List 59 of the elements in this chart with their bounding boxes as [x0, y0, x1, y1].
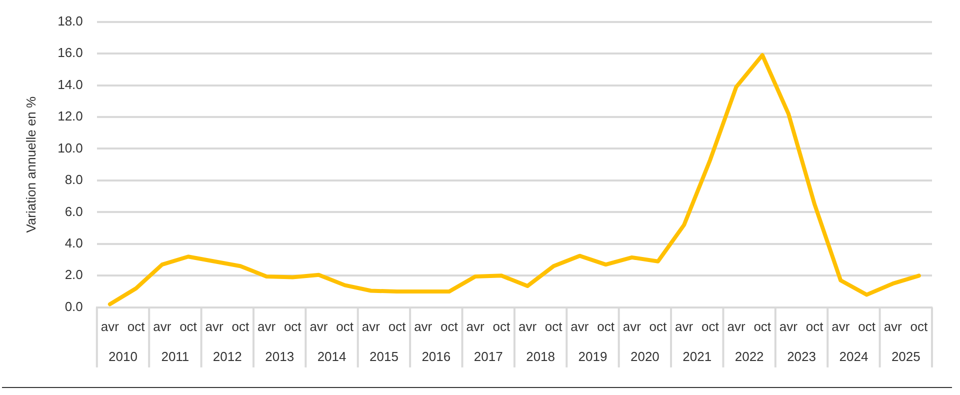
x-tick-label: avr	[362, 318, 381, 334]
x-tick-label: avr	[518, 318, 538, 334]
text: 2013	[265, 348, 294, 364]
y-tick-label: 0.0	[64, 298, 83, 314]
text: 2010	[108, 348, 138, 364]
x-tick-label: avr	[622, 318, 642, 334]
text: 2011	[161, 348, 190, 364]
y-tick-label: 16.0	[58, 45, 83, 60]
text: 2022	[734, 348, 764, 364]
x-tick-label: oct	[858, 318, 876, 334]
y-tick-label: 4.0	[64, 236, 83, 251]
x-tick-label: oct	[180, 318, 198, 334]
x-tick-label: oct	[232, 318, 250, 334]
text: 2019	[578, 348, 608, 364]
x-tick-label: avr	[779, 318, 798, 334]
x-tick-label: oct	[597, 318, 615, 334]
x-tick-label: avr	[310, 318, 328, 334]
text: 2015	[370, 348, 398, 364]
x-tick-label: avr	[570, 318, 590, 334]
text: 2014	[317, 348, 346, 364]
y-tick-label: 6.0	[64, 204, 83, 219]
y-tick-label: 18.0	[58, 13, 83, 28]
x-tick-label: avr	[414, 318, 433, 334]
text: 2020	[630, 348, 660, 364]
x-tick-label: oct	[284, 318, 302, 334]
x-tick-label: oct	[649, 318, 668, 334]
y-tick-label: 10.0	[58, 140, 83, 156]
x-tick-label: avr	[832, 318, 850, 334]
x-tick-label: oct	[754, 318, 772, 334]
x-tick-label: avr	[466, 318, 486, 334]
x-tick-label: oct	[702, 318, 720, 334]
x-tick-label: oct	[336, 318, 354, 334]
text: 2017	[474, 348, 503, 364]
x-tick-label: avr	[727, 318, 746, 334]
x-tick-label: avr	[258, 318, 276, 334]
x-tick-label: avr	[675, 318, 694, 334]
x-tick-label: oct	[806, 318, 824, 334]
y-tick-label: 2.0	[64, 267, 83, 282]
text: 2024	[839, 348, 868, 364]
text: 2021	[682, 348, 712, 364]
x-tick-label: oct	[492, 318, 510, 334]
text: 2018	[526, 348, 556, 364]
x-tick-label: oct	[544, 318, 563, 334]
x-tick-label: oct	[127, 318, 146, 334]
x-tick-label: avr	[205, 318, 224, 334]
y-tick-label: 8.0	[64, 172, 83, 188]
y-axis-title: Variation annuelle en %	[23, 96, 38, 233]
x-tick-label: oct	[440, 318, 458, 334]
text: 2025	[891, 348, 920, 364]
x-tick-label: avr	[884, 318, 903, 334]
x-tick-label: oct	[388, 318, 406, 334]
y-tick-label: 14.0	[58, 76, 83, 92]
y-tick-label: 12.0	[58, 108, 83, 124]
text: 2016	[422, 348, 451, 364]
x-tick-label: oct	[910, 318, 928, 334]
x-tick-label: avr	[100, 318, 120, 334]
text: 2012	[212, 348, 242, 364]
text: 2023	[787, 348, 816, 364]
x-tick-label: avr	[153, 318, 172, 334]
